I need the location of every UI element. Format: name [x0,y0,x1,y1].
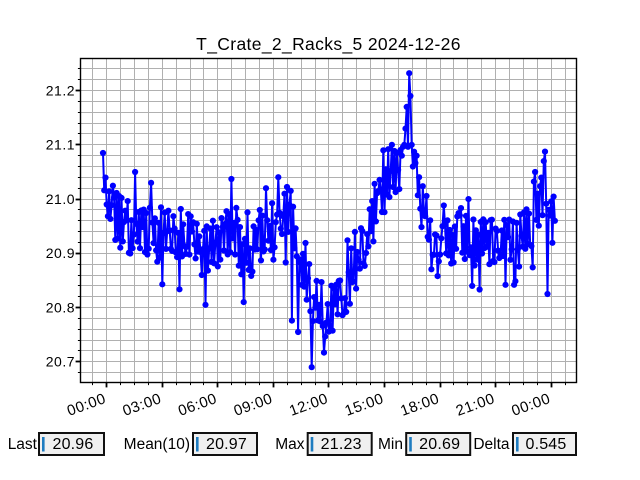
svg-text:T_Crate_2_Racks_5 2024-12-26: T_Crate_2_Racks_5 2024-12-26 [196,34,461,55]
svg-text:21.1: 21.1 [46,137,75,153]
svg-text:Min: Min [378,436,403,453]
svg-text:20.97: 20.97 [206,436,247,453]
svg-text:0.545: 0.545 [525,436,566,453]
svg-text:20.7: 20.7 [46,354,75,370]
svg-text:20.8: 20.8 [46,299,75,315]
svg-text:21.0: 21.0 [46,191,75,207]
svg-text:21.23: 21.23 [321,436,362,453]
svg-text:20.96: 20.96 [52,436,93,453]
svg-text:Max: Max [275,436,305,453]
svg-text:Mean(10): Mean(10) [124,436,190,453]
svg-text:21.2: 21.2 [46,82,75,98]
svg-text:20.69: 20.69 [419,436,460,453]
svg-text:Last: Last [8,436,38,453]
svg-text:20.9: 20.9 [46,245,75,261]
svg-text:Delta: Delta [473,436,510,453]
